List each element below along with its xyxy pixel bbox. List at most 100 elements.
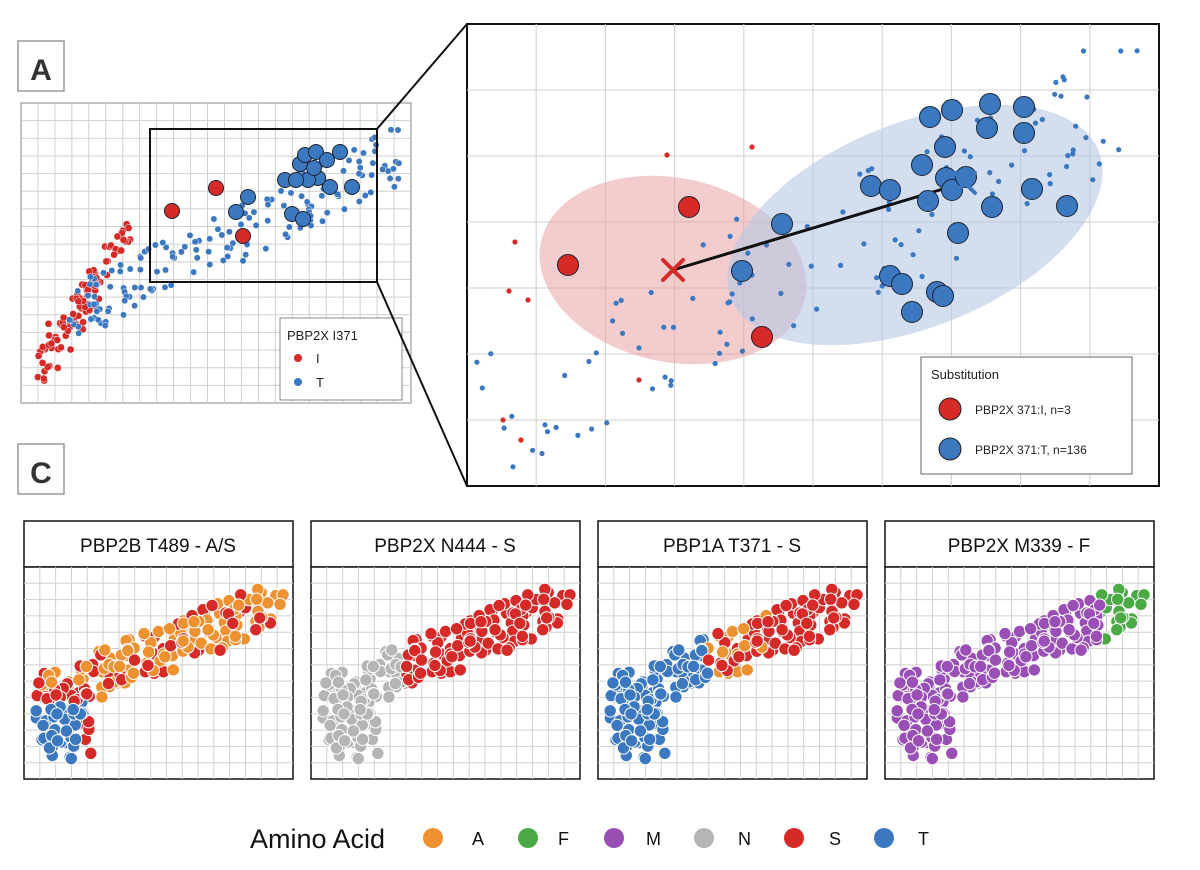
panel-b-small-point-t (745, 250, 751, 256)
panel-a-point-t (86, 280, 94, 288)
panel-b-small-point-t (734, 216, 740, 222)
facet-2-point-s (515, 629, 530, 643)
panel-b-small-point-t (604, 420, 610, 426)
legend-label-n: N (738, 829, 751, 849)
facet-1-point-a (79, 659, 94, 674)
panel-a-point-t (394, 175, 402, 183)
panel-b-small-point-i (664, 152, 670, 158)
panel-b-small-point-i (525, 297, 531, 303)
facet-4-point-m (1066, 598, 1080, 613)
facet-3-point-s (827, 611, 841, 625)
legend-swatch-n (694, 828, 714, 848)
panel-b-small-point-t (725, 300, 731, 306)
panel-b-small-point-t (814, 306, 820, 312)
panel-a-point-t (355, 198, 363, 205)
panel-a-point-i (74, 297, 83, 306)
panel-a-point-t (323, 209, 331, 217)
panel-a-highlight-t (322, 179, 338, 195)
panel-a-highlight-i (164, 203, 180, 219)
panel-a-point-i (117, 246, 126, 255)
panel-b-small-point-t (575, 432, 581, 438)
panel-b-small-point-t (786, 261, 792, 267)
panel-a-legend-swatch-i (294, 354, 302, 362)
facet-3-title: PBP1A T371 - S (663, 536, 801, 557)
panel-a-point-t (86, 273, 94, 281)
facet-3-point-s (787, 643, 801, 657)
facet-2-point-s (414, 653, 429, 667)
panel-b-highlight-t (879, 179, 901, 201)
panel-a-highlight-i (208, 180, 224, 196)
panel-b-highlight-t (941, 99, 963, 121)
panel-a-point-t (162, 266, 169, 274)
panel-a-point-t (252, 221, 260, 229)
panel-b-highlight-t (911, 154, 933, 176)
panel-a-point-t (206, 235, 214, 243)
panel-a-point-t (116, 267, 124, 275)
facet-2-point-n (353, 702, 367, 717)
facet-4-point-f (1134, 597, 1148, 611)
facet-2-point-s (537, 592, 551, 606)
panel-a-point-t (369, 159, 377, 167)
panel-a-point-t (65, 316, 73, 324)
facet-4-point-m (890, 704, 904, 718)
facet-2-point-s (488, 623, 502, 637)
facet-1-point-a (95, 690, 109, 704)
panel-a-point-t (224, 252, 232, 260)
panel-a-highlight-i (235, 228, 251, 244)
panel-b-small-point-t (717, 329, 723, 335)
panel-a-point-i (43, 363, 52, 371)
panel-b-small-point-t (953, 255, 960, 261)
panel-b-highlight-t (1013, 96, 1035, 118)
panel-a-point-t (340, 205, 348, 213)
panel-b-highlight-t (932, 285, 954, 307)
panel-a-point-t (74, 287, 82, 295)
facet-1-point-a (194, 636, 208, 650)
facet-1-point-t (64, 751, 79, 766)
panel-a-point-t (177, 248, 185, 256)
panel-b-small-point-t (1083, 135, 1089, 141)
facet-3-point-t (638, 751, 652, 766)
panel-b-highlight-t (731, 260, 753, 282)
panel-b-small-point-t (808, 263, 814, 269)
panel-b-small-point-t (712, 360, 718, 367)
panel-b-small-point-t (613, 300, 619, 306)
panel-b-small-point-t (961, 148, 968, 154)
facet-1-point-a (232, 598, 246, 612)
panel-a-point-t (191, 238, 199, 246)
panel-b-small-point-t (539, 450, 545, 457)
facet-4-point-m (987, 666, 1002, 680)
panel-b-small-point-t (1047, 181, 1053, 187)
panel-a-highlight-t (308, 144, 324, 160)
facet-3-point-t (623, 688, 637, 702)
facet-2-point-n (337, 707, 351, 721)
facet-3-point-t (624, 734, 639, 748)
panel-b-small-point-t (929, 211, 935, 218)
facet-2-point-n (337, 734, 352, 748)
panel-a-point-t (319, 217, 326, 225)
panel-b-small-point-i (506, 288, 512, 294)
panel-b-small-point-t (1070, 151, 1076, 157)
panel-b-small-point-t (916, 228, 922, 234)
facet-2-point-n (355, 732, 370, 746)
panel-b-small-point-t (700, 242, 706, 248)
facet-3-point-s (711, 626, 725, 641)
legend-swatch-f (518, 828, 538, 848)
facet-2-point-n (382, 690, 396, 704)
panel-b-small-point-t (1118, 48, 1124, 54)
facet-2-point-n (385, 643, 399, 657)
facet-2-point-n (388, 676, 403, 691)
panel-a-point-i (59, 323, 68, 332)
panel-label-a-text: A (30, 54, 52, 87)
facet-1-point-s (213, 643, 227, 657)
facet-4-point-m (905, 675, 920, 689)
panel-a-point-i (102, 257, 111, 266)
panel-a-point-t (379, 165, 387, 173)
facet-3-point-t (633, 724, 648, 738)
panel-a-point-t (146, 285, 154, 293)
panel-a-point-t (389, 165, 397, 173)
facet-1-point-s (141, 658, 155, 673)
panel-b-small-point-t (898, 242, 904, 248)
facet-1-point-s (163, 639, 178, 653)
facet-4-point-m (940, 659, 954, 674)
centroid-arrow (672, 181, 964, 272)
